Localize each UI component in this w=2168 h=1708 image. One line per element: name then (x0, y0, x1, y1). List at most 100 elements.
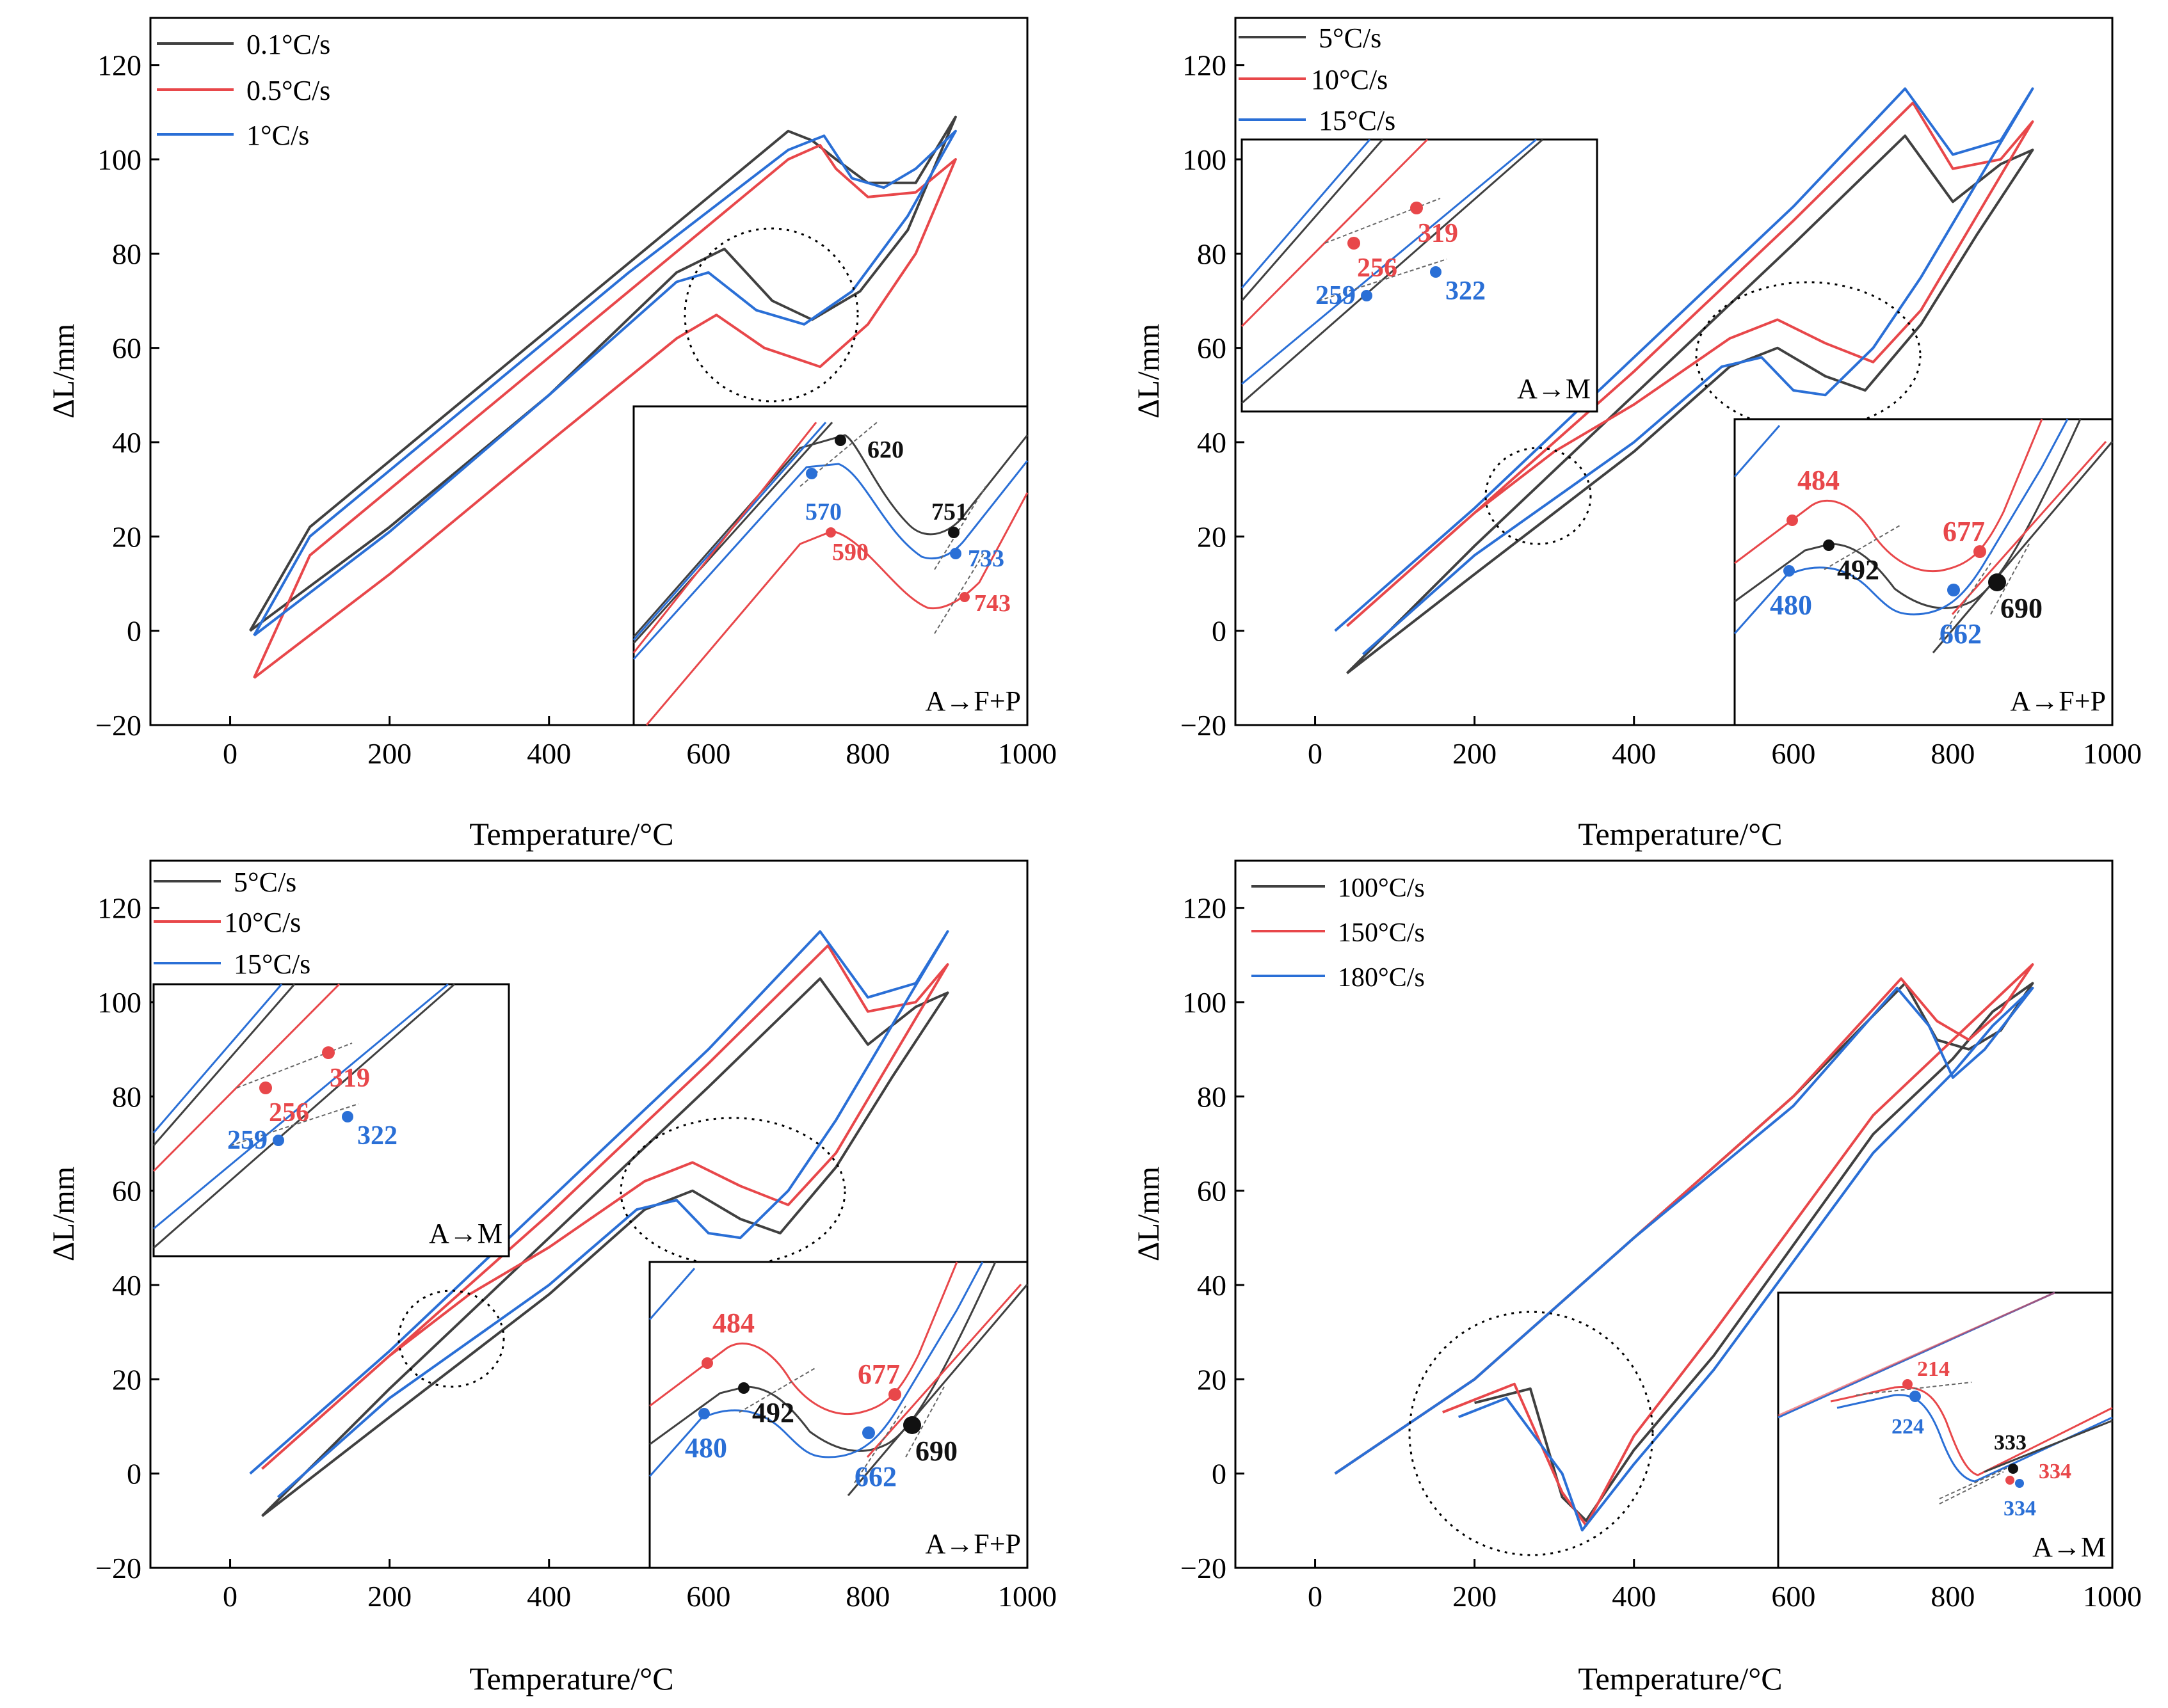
point-label: 484 (1797, 465, 1840, 496)
x-axis-label: Temperature/°C (1578, 816, 1782, 852)
x-tick-label: 0 (1308, 1580, 1322, 1613)
inset-afp: 484 677 492 690 480 662 A→F+P (1733, 418, 2114, 726)
point-label: 333 (1994, 1431, 2027, 1455)
y-tick-label: 40 (112, 1269, 141, 1302)
highlight-ellipse (1484, 447, 1592, 545)
x-tick-label: 200 (1452, 737, 1497, 770)
series-line-5Cs (1345, 134, 2034, 674)
panel-bottom-left: −20 0 20 40 60 80 100 120 0 200 400 600 800 1000 ΔL/… (47, 859, 1057, 1696)
y-tick-label: 20 (112, 520, 141, 553)
point-label: 214 (1917, 1357, 1950, 1381)
point-label: 492 (752, 1397, 794, 1428)
y-tick-label: 100 (97, 143, 141, 176)
legend-label: 100°C/s (1338, 874, 1425, 903)
y-tick-label: 0 (1212, 615, 1226, 648)
legend-label: 10°C/s (1311, 64, 1388, 95)
plot-frame (149, 17, 1029, 726)
y-tick-label: 100 (97, 986, 141, 1019)
y-tick-labels: −20 0 20 40 60 80 100 120 (95, 49, 159, 742)
x-tick-labels: 0 200 400 600 800 1000 (1308, 716, 2142, 770)
series-line-10Cs (261, 944, 949, 1470)
x-tick-label: 400 (527, 737, 571, 770)
y-tick-label: 60 (112, 332, 141, 365)
point-label: 662 (855, 1461, 897, 1492)
y-tick-label: 20 (1197, 1363, 1226, 1396)
y-tick-label: 60 (1197, 1175, 1226, 1208)
series-layer (249, 930, 949, 1517)
point-label: 677 (1943, 516, 1985, 547)
inset-label: A→F+P (2010, 685, 2106, 717)
series-line-15Cs (249, 930, 949, 1498)
y-tick-label: 0 (1212, 1458, 1226, 1490)
point-label: 662 (1939, 618, 1982, 650)
legend-label: 15°C/s (234, 948, 310, 980)
y-tick-label: 120 (97, 49, 141, 82)
y-axis-label: ΔL/mm (47, 324, 81, 419)
x-axis-label: Temperature/°C (469, 816, 673, 852)
y-tick-label: 80 (1197, 237, 1226, 270)
x-tick-label: 200 (367, 1580, 412, 1613)
inset-label: A→M (2032, 1531, 2106, 1563)
highlight-circle (684, 227, 859, 403)
y-tick-label: 40 (1197, 1269, 1226, 1302)
x-tick-label: 1000 (998, 1580, 1057, 1613)
point-label: 322 (357, 1121, 397, 1151)
y-tick-labels: −20 0 20 40 60 80 100 120 (1180, 892, 1244, 1584)
x-tick-label: 600 (686, 737, 730, 770)
x-axis-label: Temperature/°C (469, 1661, 673, 1696)
legend-label: 0.5°C/s (246, 75, 330, 106)
point-label: 620 (867, 436, 904, 463)
panel-top-left: −20 0 20 40 60 80 100 120 0 200 400 600 800 1000 ΔL/… (47, 17, 1057, 852)
y-tick-label: 60 (1197, 332, 1226, 365)
y-tick-labels: −20 0 20 40 60 80 100 120 (1180, 49, 1244, 742)
point-label: 480 (1770, 589, 1812, 621)
point-label: 751 (931, 499, 968, 525)
x-tick-label: 1000 (2083, 1580, 2142, 1613)
x-tick-label: 800 (1931, 1580, 1975, 1613)
highlight-ellipse (397, 1289, 505, 1388)
inset-label: A→F+P (925, 1528, 1021, 1560)
legend-label: 0.1°C/s (246, 29, 330, 60)
x-tick-labels: 0 200 400 600 800 1000 (1308, 1559, 2142, 1613)
series-line-15Cs (1334, 87, 2034, 655)
y-tick-label: 20 (112, 1363, 141, 1396)
y-tick-label: 80 (112, 1080, 141, 1113)
y-tick-label: −20 (1180, 709, 1226, 742)
panel-top-right: −20 0 20 40 60 80 100 120 0 200 400 600 800 1000 ΔL/… (1132, 17, 2142, 852)
legend-label: 1°C/s (246, 120, 309, 151)
point-label: 677 (858, 1359, 900, 1390)
y-tick-label: 120 (97, 892, 141, 925)
x-tick-label: 1000 (2083, 737, 2142, 770)
legend: 5°C/s 10°C/s 15°C/s (154, 866, 310, 980)
x-tick-label: 0 (223, 737, 237, 770)
plot-frame (1234, 17, 2114, 726)
x-tick-labels: 0 200 400 600 800 1000 (223, 716, 1057, 770)
point-label: 743 (974, 590, 1011, 617)
inset-frame (152, 983, 510, 1257)
x-tick-label: 400 (527, 1580, 571, 1613)
panel-bottom-right: −20 0 20 40 60 80 100 120 0 200 400 600 800 1000 ΔL/… (1132, 859, 2142, 1696)
point-label: 319 (330, 1064, 370, 1093)
series-layer (1334, 963, 2034, 1532)
x-tick-labels: 0 200 400 600 800 1000 (223, 1559, 1057, 1613)
series-line-5Cs (261, 977, 949, 1517)
x-tick-label: 600 (1771, 1580, 1815, 1613)
series-line-1Cs (253, 129, 957, 637)
series-line-0.5Cs (253, 143, 957, 679)
inset-am: 319 256 259 322 A→M (152, 983, 510, 1257)
y-tick-label: 100 (1182, 143, 1226, 176)
x-tick-label: 400 (1612, 1580, 1656, 1613)
y-axis-label: ΔL/mm (47, 1167, 81, 1261)
x-tick-label: 0 (1308, 737, 1322, 770)
y-tick-label: 100 (1182, 986, 1226, 1019)
inset-afp: 620 751 570 733 590 743 A→F+P (632, 405, 1029, 726)
y-tick-label: −20 (95, 1552, 141, 1584)
point-label: 334 (2039, 1460, 2071, 1483)
y-tick-label: 80 (1197, 1080, 1226, 1113)
legend: 0.1°C/s 0.5°C/s 1°C/s (157, 29, 330, 151)
point-label: 334 (2003, 1497, 2036, 1520)
series-layer (1334, 87, 2034, 674)
inset-am: 319 256 259 322 A→M (1241, 138, 1598, 413)
legend-label: 180°C/s (1338, 963, 1425, 993)
